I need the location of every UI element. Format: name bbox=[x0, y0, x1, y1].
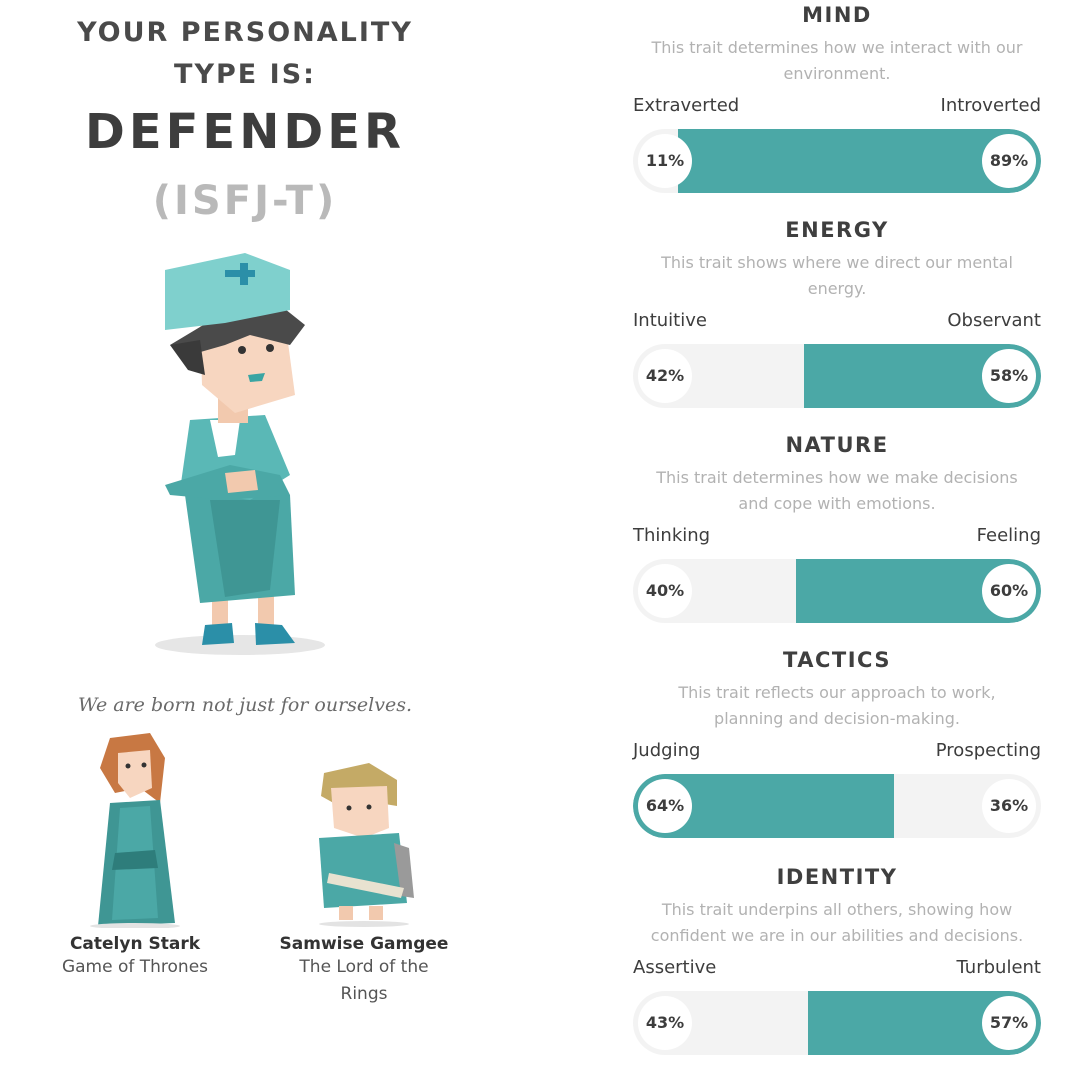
character-name: Catelyn Stark bbox=[69, 934, 201, 954]
character-catelyn-stark: Catelyn Stark Game of Thrones bbox=[35, 728, 235, 981]
result-panel: YOUR PERSONALITY TYPE IS: DEFENDER (ISFJ… bbox=[0, 0, 490, 1080]
result-heading: YOUR PERSONALITY TYPE IS: bbox=[0, 12, 490, 96]
pole-left-label: Thinking bbox=[633, 525, 711, 546]
trait-title: IDENTITY bbox=[776, 865, 898, 889]
character-work-line1: The Lord of the bbox=[299, 957, 429, 977]
pole-right-label: Prospecting bbox=[935, 740, 1041, 761]
trait-description: This trait shows where we direct our men… bbox=[633, 250, 1041, 302]
trait-description-line1: This trait determines how we make decisi… bbox=[656, 468, 1018, 487]
character-work: The Lord of the Rings bbox=[264, 954, 464, 1008]
trait-identity: IDENTITY This trait underpins all others… bbox=[633, 862, 1041, 1055]
right-percentage: 36% bbox=[982, 779, 1036, 833]
trait-bar: 40% 60% bbox=[633, 559, 1041, 623]
personality-quote: We are born not just for ourselves. bbox=[77, 694, 412, 716]
trait-description-line2: confident we are in our abilities and de… bbox=[650, 926, 1024, 945]
trait-poles: Assertive Turbulent bbox=[633, 957, 1041, 981]
trait-nature: NATURE This trait determines how we make… bbox=[633, 430, 1041, 623]
right-percentage: 89% bbox=[982, 134, 1036, 188]
trait-poles: Thinking Feeling bbox=[633, 525, 1041, 549]
pole-left-label: Intuitive bbox=[633, 310, 707, 331]
trait-title: MIND bbox=[802, 3, 872, 27]
trait-title: TACTICS bbox=[783, 648, 891, 672]
personality-type-name: DEFENDER bbox=[85, 104, 405, 160]
trait-description-line2: energy. bbox=[807, 279, 867, 298]
trait-description: This trait underpins all others, showing… bbox=[633, 897, 1041, 949]
trait-description-line2: planning and decision-making. bbox=[714, 709, 960, 728]
pole-left-label: Judging bbox=[633, 740, 701, 761]
trait-poles: Extraverted Introverted bbox=[633, 95, 1041, 119]
right-percentage: 60% bbox=[982, 564, 1036, 618]
trait-description: This trait reflects our approach to work… bbox=[633, 680, 1041, 732]
trait-energy: ENERGY This trait shows where we direct … bbox=[633, 215, 1041, 408]
personality-type-code: (ISFJ-T) bbox=[152, 178, 338, 224]
trait-description-line2: and cope with emotions. bbox=[738, 494, 936, 513]
trait-description-line1: This trait shows where we direct our men… bbox=[661, 253, 1013, 272]
pole-right-label: Observant bbox=[947, 310, 1041, 331]
traits-panel: MIND This trait determines how we intera… bbox=[600, 0, 1080, 1080]
pole-left-label: Assertive bbox=[633, 957, 717, 978]
trait-description-line1: This trait underpins all others, showing… bbox=[661, 900, 1013, 919]
trait-title: ENERGY bbox=[785, 218, 889, 242]
result-heading-line1: YOUR PERSONALITY bbox=[77, 17, 413, 48]
trait-description: This trait determines how we interact wi… bbox=[633, 35, 1041, 87]
left-percentage: 11% bbox=[638, 134, 692, 188]
trait-description-line1: This trait reflects our approach to work… bbox=[678, 683, 996, 702]
trait-description-line2: environment. bbox=[783, 64, 891, 83]
character-work-line2: Rings bbox=[340, 984, 388, 1004]
right-percentage: 57% bbox=[982, 996, 1036, 1050]
trait-bar: 11% 89% bbox=[633, 129, 1041, 193]
left-percentage: 64% bbox=[638, 779, 692, 833]
pole-right-label: Turbulent bbox=[956, 957, 1041, 978]
left-percentage: 43% bbox=[638, 996, 692, 1050]
catelyn-stark-illustration bbox=[90, 733, 180, 928]
defender-nurse-illustration bbox=[155, 253, 325, 655]
trait-bar: 42% 58% bbox=[633, 344, 1041, 408]
character-samwise-gamgee: Samwise Gamgee The Lord of the Rings bbox=[264, 758, 464, 1008]
trait-mind: MIND This trait determines how we intera… bbox=[633, 0, 1041, 193]
trait-title: NATURE bbox=[785, 433, 889, 457]
samwise-gamgee-illustration bbox=[319, 763, 414, 927]
trait-bar-fill bbox=[677, 129, 1041, 193]
trait-tactics: TACTICS This trait reflects our approach… bbox=[633, 645, 1041, 838]
result-heading-line2: TYPE IS: bbox=[174, 59, 316, 90]
trait-description: This trait determines how we make decisi… bbox=[633, 465, 1041, 517]
left-percentage: 40% bbox=[638, 564, 692, 618]
pole-right-label: Introverted bbox=[940, 95, 1041, 116]
trait-bar: 43% 57% bbox=[633, 991, 1041, 1055]
left-percentage: 42% bbox=[638, 349, 692, 403]
right-percentage: 58% bbox=[982, 349, 1036, 403]
pole-right-label: Feeling bbox=[976, 525, 1041, 546]
character-work: Game of Thrones bbox=[61, 957, 209, 977]
trait-poles: Judging Prospecting bbox=[633, 740, 1041, 764]
character-name: Samwise Gamgee bbox=[279, 934, 449, 954]
trait-description-line1: This trait determines how we interact wi… bbox=[651, 38, 1023, 57]
trait-bar: 64% 36% bbox=[633, 774, 1041, 838]
pole-left-label: Extraverted bbox=[633, 95, 740, 116]
trait-poles: Intuitive Observant bbox=[633, 310, 1041, 334]
